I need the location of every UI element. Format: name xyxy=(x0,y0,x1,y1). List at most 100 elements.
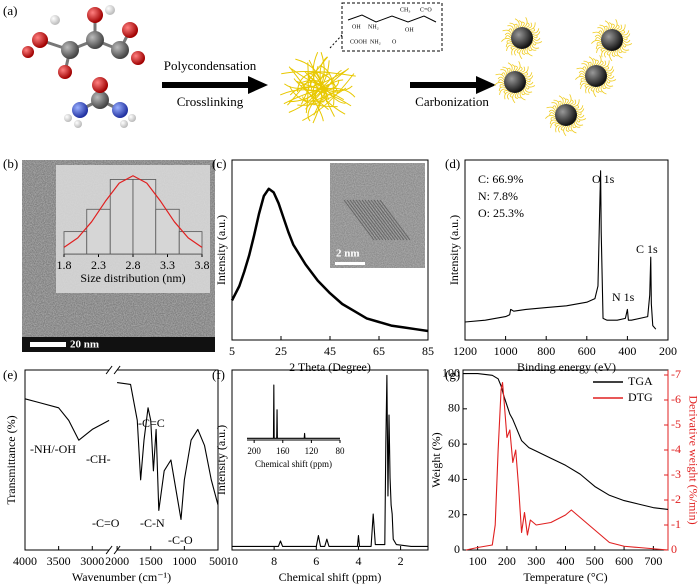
carbon-dot xyxy=(504,71,526,93)
x-tick-label: 700 xyxy=(644,554,662,568)
annotation: -C=O xyxy=(92,516,120,530)
dot-halo xyxy=(520,66,526,73)
scale-bar-label: 20 nm xyxy=(70,339,99,351)
dot-halo xyxy=(548,109,556,114)
dot-halo xyxy=(581,63,588,69)
dot-halo xyxy=(502,29,513,35)
dot-halo xyxy=(532,35,538,39)
dot-halo xyxy=(525,81,534,85)
dot-halo xyxy=(582,66,587,71)
y-axis-label: Intensity (a.u.) xyxy=(447,215,461,285)
x-tick-label: 25 xyxy=(275,344,287,358)
panel-label: (g) xyxy=(445,367,460,382)
data-line xyxy=(464,170,657,330)
axis-break-mark xyxy=(105,545,113,555)
dot-halo xyxy=(570,124,577,134)
dot-halo xyxy=(521,48,525,55)
lattice-fringes xyxy=(343,199,411,241)
dot-halo xyxy=(565,98,569,105)
y2-tick-label: -2 xyxy=(671,492,681,506)
dot-halo xyxy=(532,37,541,41)
fringe xyxy=(370,199,402,241)
x-tick-label: 8 xyxy=(271,554,277,568)
fringe xyxy=(364,199,396,241)
histogram-bar xyxy=(155,208,180,255)
dot-halo xyxy=(514,65,518,72)
dot-halo xyxy=(603,60,610,68)
fringe xyxy=(379,199,411,241)
dot-halo xyxy=(604,66,610,70)
dot-halo xyxy=(523,72,529,76)
x-tick-label: 500 xyxy=(586,554,604,568)
dot-halo xyxy=(595,86,599,93)
dot-halo xyxy=(621,30,630,36)
structure-label: NH₂ xyxy=(368,24,379,30)
dot-halo xyxy=(585,85,591,94)
dot-halo xyxy=(606,73,612,77)
dot-halo xyxy=(620,30,626,34)
annotation: N: 7.8% xyxy=(478,189,518,203)
dot-halo xyxy=(613,19,618,30)
dot-halo xyxy=(604,25,608,31)
x-axis-label: Size distribution (nm) xyxy=(80,271,185,285)
dot-halo xyxy=(523,89,530,95)
y2-tick-label: 0 xyxy=(671,542,677,556)
dot-halo xyxy=(550,117,556,121)
annotation: C 1s xyxy=(636,242,658,256)
annotation: -NH/-OH xyxy=(30,442,76,456)
polymer-strand xyxy=(305,62,309,114)
dot-halo xyxy=(576,114,585,118)
x-tick-label: 65 xyxy=(373,344,385,358)
dot-halo xyxy=(545,114,556,119)
polymer-strand xyxy=(305,83,336,100)
data-line xyxy=(24,398,110,441)
x-axis-label: Chemical shift (ppm) xyxy=(255,459,332,469)
dot-halo xyxy=(576,108,585,113)
dot-halo xyxy=(507,67,511,73)
annotation: -C-O xyxy=(168,533,193,547)
polymer-strand xyxy=(301,78,331,92)
polymer-strand xyxy=(319,56,335,117)
polymer-strand xyxy=(313,69,342,116)
data-line xyxy=(465,381,669,551)
dot-halo xyxy=(598,30,603,35)
panel-label: (c) xyxy=(212,156,226,171)
annotation: -CH- xyxy=(86,452,111,466)
atoms xyxy=(22,5,145,128)
data-line xyxy=(63,175,203,248)
dot-halo xyxy=(611,23,615,30)
x-tick-label: 4000 xyxy=(13,554,37,568)
dot-halo xyxy=(619,24,626,32)
structure-label: COOH xyxy=(350,39,368,45)
panel-label: (d) xyxy=(445,156,460,171)
dot-halo xyxy=(614,50,618,57)
x-tick-label: 3000 xyxy=(80,554,104,568)
dot-halo xyxy=(592,58,597,66)
dot-halo xyxy=(525,83,536,88)
x-tick-label: 5 xyxy=(229,344,235,358)
x-tick-label: 85 xyxy=(422,344,434,358)
fringe xyxy=(346,199,378,241)
dot-halo xyxy=(576,67,587,73)
x-tick-label: 400 xyxy=(618,344,636,358)
y-tick-label: 20 xyxy=(448,506,460,520)
dot-halo xyxy=(500,69,507,75)
dot-halo xyxy=(509,92,514,98)
dot-halo xyxy=(558,124,563,133)
x-tick-label: 100 xyxy=(469,554,487,568)
scale-bar xyxy=(335,262,365,265)
x-tick-label: 2 xyxy=(398,554,404,568)
dot-halo xyxy=(555,124,561,133)
dot-halo xyxy=(609,50,613,62)
dot-halo xyxy=(525,22,530,29)
dot-halo xyxy=(590,86,595,92)
dot-halo xyxy=(602,84,607,90)
y-axis-label: Transmittance (%) xyxy=(4,415,18,504)
x-tick-label: 200 xyxy=(659,344,677,358)
x-tick-label: 80 xyxy=(336,446,346,456)
carbon-dot xyxy=(601,29,623,51)
dot-halo xyxy=(528,46,533,52)
dot-halo xyxy=(604,49,609,58)
annotation: -C-N xyxy=(140,516,165,530)
